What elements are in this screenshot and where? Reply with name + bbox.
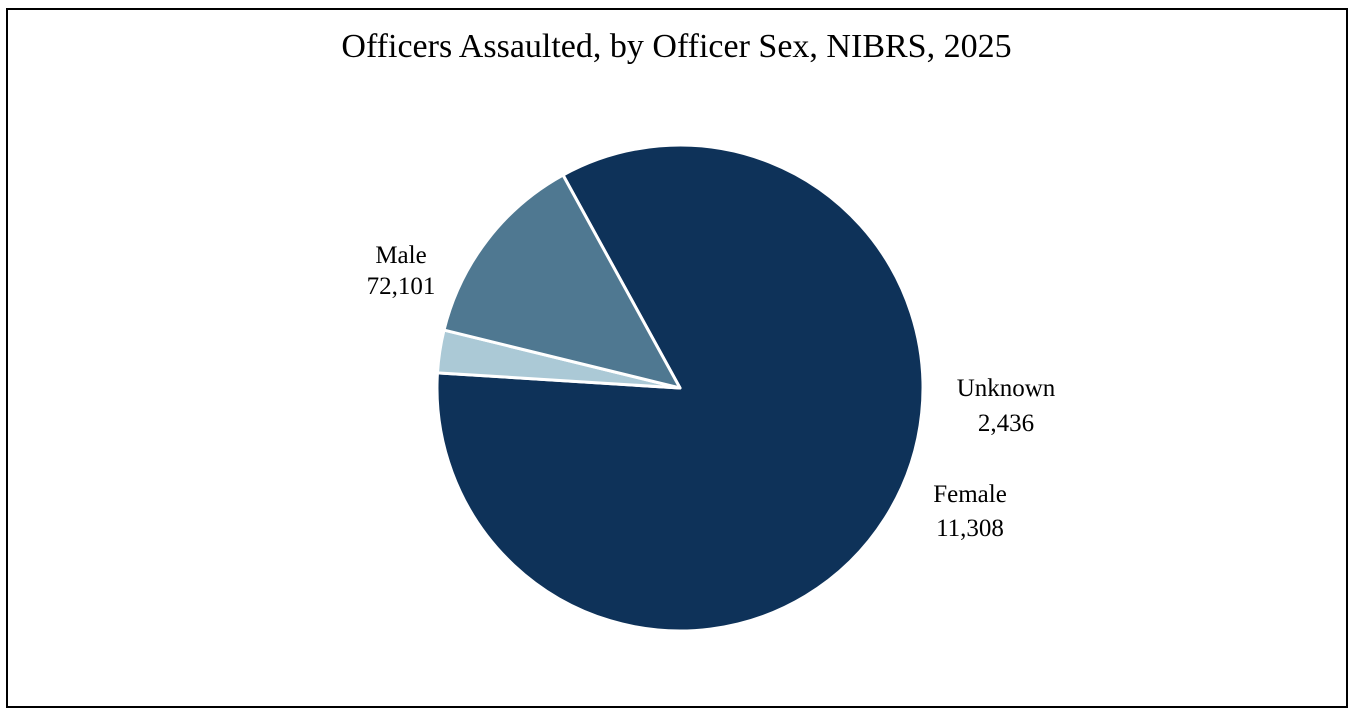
slice-label-female: Female	[933, 481, 1007, 508]
slice-label-unknown: Unknown	[957, 375, 1056, 402]
slice-value-female: 11,308	[936, 515, 1004, 542]
pie-labels: Male 72,101 Unknown 2,436 Female 11,308	[367, 242, 1056, 542]
slice-female	[442, 173, 682, 390]
slice-value-unknown: 2,436	[978, 410, 1034, 437]
slice-value-male: 72,101	[367, 273, 436, 300]
pie-slices	[435, 143, 925, 633]
slice-label-male: Male	[375, 242, 426, 269]
chart-title: Officers Assaulted, by Officer Sex, NIBR…	[341, 28, 1012, 65]
